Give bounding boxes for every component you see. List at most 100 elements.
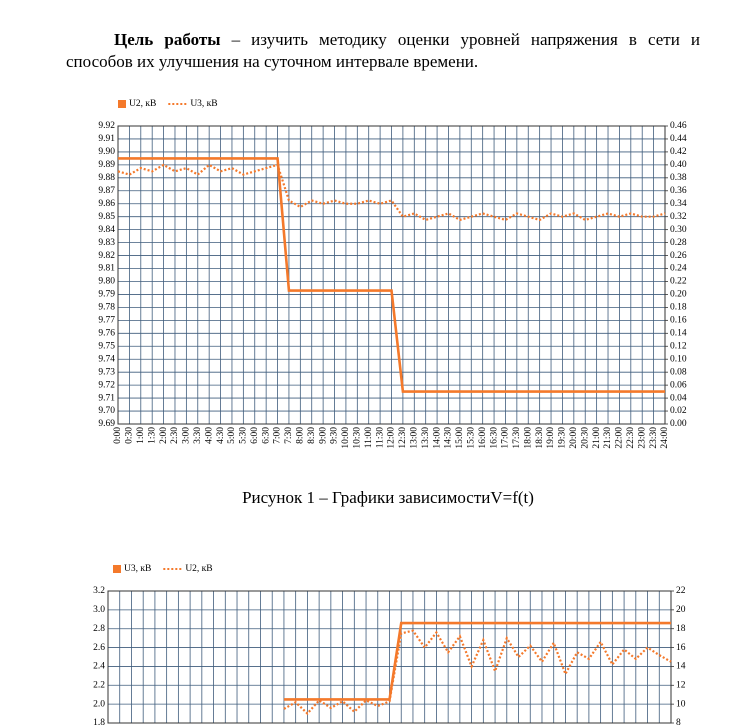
y-tick-label: 9.73	[98, 367, 115, 377]
y-tick-label: 9.84	[98, 225, 115, 235]
series-line	[117, 163, 666, 222]
x-tick-label: 16:30	[489, 427, 499, 449]
plot-border	[117, 125, 666, 425]
x-tick-label: 14:30	[444, 427, 454, 449]
x-tick-label: 2:00	[159, 427, 169, 444]
y2-tick-label: 0.24	[670, 264, 687, 274]
y-tick-label: 2.4	[93, 662, 105, 672]
x-tick-label: 0:00	[113, 427, 123, 444]
x-tick-label: 3:00	[182, 427, 192, 444]
x-tick-label: 6:30	[261, 427, 271, 444]
y2-tick-label: 0.04	[670, 393, 687, 403]
y-tick-label: 9.92	[98, 121, 115, 131]
y2-tick-label: 0.42	[670, 147, 687, 157]
x-tick-label: 18:30	[535, 427, 545, 449]
x-tick-label: 7:30	[284, 427, 294, 444]
x-tick-label: 3:30	[193, 427, 203, 444]
y-tick-label: 9.69	[98, 419, 115, 429]
x-tick-label: 6:00	[250, 427, 260, 444]
x-tick-label: 21:00	[592, 427, 602, 449]
y-tick-label: 9.91	[98, 134, 115, 144]
legend-symbol	[118, 100, 126, 108]
y-tick-label: 9.76	[98, 328, 115, 338]
y2-tick-label: 0.18	[670, 303, 687, 313]
y-tick-label: 9.77	[98, 316, 115, 326]
y2-tick-label: 0.32	[670, 212, 687, 222]
y2-tick-label: 0.46	[670, 121, 687, 131]
y-tick-label: 2.6	[93, 643, 105, 653]
x-tick-label: 10:30	[353, 427, 363, 449]
y-tick-label: 9.75	[98, 341, 115, 351]
y-tick-label: 9.70	[98, 406, 115, 416]
x-tick-label: 19:00	[546, 427, 556, 449]
y2-tick-label: 0.28	[670, 238, 687, 248]
series-line	[283, 621, 671, 701]
y2-tick-label: 12	[676, 680, 686, 690]
y-tick-label: 9.85	[98, 212, 115, 222]
series-line	[283, 629, 672, 716]
y2-tick-label: 0.20	[670, 290, 687, 300]
x-tick-label: 1:00	[136, 427, 146, 444]
x-tick-label: 10:00	[341, 427, 351, 449]
x-tick-label: 22:00	[615, 427, 625, 449]
legend-symbol	[113, 565, 121, 573]
x-tick-label: 1:30	[147, 427, 157, 444]
legend-label: U3, кВ	[124, 564, 151, 574]
y2-tick-label: 0.26	[670, 251, 687, 261]
x-tick-label: 7:00	[273, 427, 283, 444]
x-tick-label: 2:30	[170, 427, 180, 444]
y2-tick-label: 0.30	[670, 225, 687, 235]
x-tick-label: 9:00	[318, 427, 328, 444]
series-line	[118, 157, 665, 393]
x-tick-label: 23:00	[637, 427, 647, 449]
y2-tick-label: 8	[676, 718, 681, 726]
y2-tick-label: 0.36	[670, 186, 687, 196]
x-tick-label: 11:30	[375, 427, 385, 449]
y-tick-label: 1.8	[93, 718, 105, 726]
y2-tick-label: 0.10	[670, 354, 687, 364]
x-tick-label: 9:30	[330, 427, 340, 444]
y-tick-label: 9.71	[98, 393, 115, 403]
y-tick-label: 9.89	[98, 160, 115, 170]
y2-tick-label: 0.34	[670, 199, 687, 209]
y-tick-label: 3.0	[93, 605, 105, 615]
y2-tick-label: 16	[676, 643, 686, 653]
legend-label: U2, кВ	[185, 564, 212, 574]
y-tick-label: 2.2	[93, 680, 105, 690]
x-tick-label: 12:30	[398, 427, 408, 449]
y-tick-label: 9.83	[98, 238, 115, 248]
x-tick-label: 8:00	[296, 427, 306, 444]
legend-label: U2, кВ	[129, 99, 156, 109]
x-tick-label: 18:00	[523, 427, 533, 449]
y-tick-label: 9.74	[98, 354, 115, 364]
x-tick-label: 4:00	[204, 427, 214, 444]
y-tick-label: 9.80	[98, 277, 115, 287]
x-tick-label: 20:30	[580, 427, 590, 449]
y-tick-label: 2.0	[93, 699, 105, 709]
x-tick-label: 13:30	[421, 427, 431, 449]
paragraph-text: – изучить методику оценки уровней напряж…	[66, 30, 700, 71]
x-tick-label: 22:30	[626, 427, 636, 449]
x-tick-label: 5:30	[239, 427, 249, 444]
y2-tick-label: 22	[676, 586, 686, 596]
x-tick-label: 4:30	[216, 427, 226, 444]
y2-tick-label: 0.44	[670, 134, 687, 144]
y-tick-label: 2.8	[93, 624, 105, 634]
figure-caption: Рисунок 1 – Графики зависимостиV=f(t)	[242, 488, 534, 507]
y-tick-label: 9.81	[98, 264, 115, 274]
x-tick-label: 12:00	[387, 427, 397, 449]
paragraph-bold: Цель работы	[114, 30, 221, 49]
y-tick-label: 9.72	[98, 380, 115, 390]
y-tick-label: 9.90	[98, 147, 115, 157]
x-tick-label: 21:30	[603, 427, 613, 449]
x-tick-label: 24:00	[660, 427, 670, 449]
x-tick-label: 14:00	[432, 427, 442, 449]
paragraph: Цель работы – изучить методику оценки ур…	[66, 29, 700, 73]
y-tick-label: 3.2	[93, 586, 105, 596]
x-tick-label: 23:30	[649, 427, 659, 449]
y2-tick-label: 0.22	[670, 277, 687, 287]
y2-tick-label: 14	[676, 662, 686, 672]
x-tick-label: 17:00	[501, 427, 511, 449]
x-tick-label: 20:00	[569, 427, 579, 449]
